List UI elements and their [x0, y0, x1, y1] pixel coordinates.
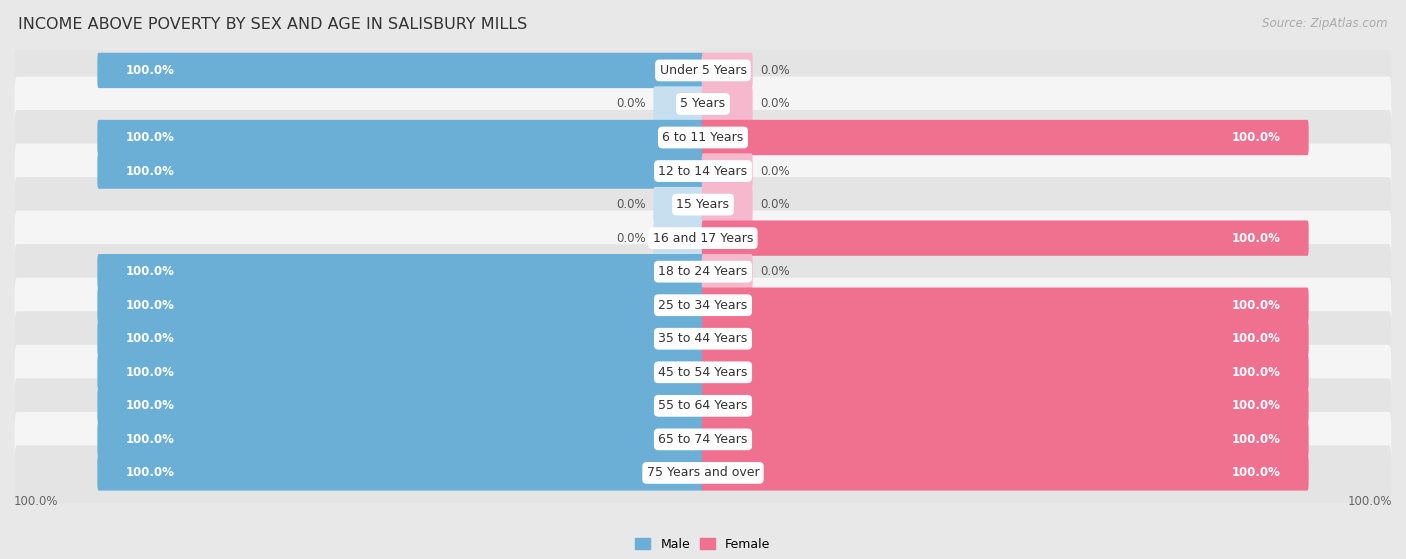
- Text: Source: ZipAtlas.com: Source: ZipAtlas.com: [1263, 17, 1388, 30]
- FancyBboxPatch shape: [14, 412, 1392, 470]
- FancyBboxPatch shape: [14, 211, 1392, 268]
- FancyBboxPatch shape: [702, 388, 1309, 424]
- Text: 55 to 64 Years: 55 to 64 Years: [658, 399, 748, 413]
- FancyBboxPatch shape: [97, 287, 704, 323]
- FancyBboxPatch shape: [702, 187, 752, 222]
- Text: 100.0%: 100.0%: [127, 466, 174, 480]
- FancyBboxPatch shape: [14, 244, 1392, 302]
- Text: 100.0%: 100.0%: [127, 131, 174, 144]
- Text: 100.0%: 100.0%: [127, 164, 174, 178]
- Text: 12 to 14 Years: 12 to 14 Years: [658, 164, 748, 178]
- Text: 6 to 11 Years: 6 to 11 Years: [662, 131, 744, 144]
- FancyBboxPatch shape: [702, 153, 752, 189]
- Text: 5 Years: 5 Years: [681, 97, 725, 111]
- FancyBboxPatch shape: [14, 278, 1392, 335]
- Text: 100.0%: 100.0%: [1232, 332, 1279, 345]
- FancyBboxPatch shape: [702, 120, 1309, 155]
- FancyBboxPatch shape: [97, 321, 704, 357]
- Text: 0.0%: 0.0%: [616, 97, 645, 111]
- Text: Under 5 Years: Under 5 Years: [659, 64, 747, 77]
- Text: 45 to 54 Years: 45 to 54 Years: [658, 366, 748, 379]
- FancyBboxPatch shape: [14, 144, 1392, 201]
- FancyBboxPatch shape: [702, 287, 1309, 323]
- FancyBboxPatch shape: [702, 53, 752, 88]
- Text: 65 to 74 Years: 65 to 74 Years: [658, 433, 748, 446]
- Text: 0.0%: 0.0%: [761, 198, 790, 211]
- Text: 35 to 44 Years: 35 to 44 Years: [658, 332, 748, 345]
- FancyBboxPatch shape: [14, 446, 1392, 503]
- FancyBboxPatch shape: [97, 455, 704, 491]
- Text: 100.0%: 100.0%: [1347, 495, 1392, 508]
- Text: 0.0%: 0.0%: [761, 97, 790, 111]
- FancyBboxPatch shape: [97, 254, 704, 290]
- Text: 100.0%: 100.0%: [1232, 299, 1279, 312]
- Text: 100.0%: 100.0%: [127, 366, 174, 379]
- FancyBboxPatch shape: [654, 86, 704, 122]
- FancyBboxPatch shape: [702, 321, 1309, 357]
- Text: 100.0%: 100.0%: [127, 265, 174, 278]
- FancyBboxPatch shape: [97, 53, 704, 88]
- Text: 75 Years and over: 75 Years and over: [647, 466, 759, 480]
- Text: 100.0%: 100.0%: [127, 64, 174, 77]
- Text: 100.0%: 100.0%: [1232, 131, 1279, 144]
- Text: INCOME ABOVE POVERTY BY SEX AND AGE IN SALISBURY MILLS: INCOME ABOVE POVERTY BY SEX AND AGE IN S…: [18, 17, 527, 32]
- FancyBboxPatch shape: [702, 254, 752, 290]
- Text: 100.0%: 100.0%: [14, 495, 59, 508]
- Text: 100.0%: 100.0%: [1232, 399, 1279, 413]
- FancyBboxPatch shape: [702, 421, 1309, 457]
- Legend: Male, Female: Male, Female: [630, 533, 776, 556]
- Text: 100.0%: 100.0%: [127, 299, 174, 312]
- Text: 15 Years: 15 Years: [676, 198, 730, 211]
- Text: 100.0%: 100.0%: [1232, 466, 1279, 480]
- Text: 100.0%: 100.0%: [127, 399, 174, 413]
- Text: 100.0%: 100.0%: [127, 332, 174, 345]
- FancyBboxPatch shape: [14, 378, 1392, 436]
- Text: 100.0%: 100.0%: [1232, 433, 1279, 446]
- Text: 16 and 17 Years: 16 and 17 Years: [652, 231, 754, 245]
- FancyBboxPatch shape: [14, 345, 1392, 402]
- Text: 25 to 34 Years: 25 to 34 Years: [658, 299, 748, 312]
- FancyBboxPatch shape: [14, 43, 1392, 101]
- FancyBboxPatch shape: [97, 354, 704, 390]
- FancyBboxPatch shape: [654, 187, 704, 222]
- Text: 0.0%: 0.0%: [616, 231, 645, 245]
- FancyBboxPatch shape: [702, 86, 752, 122]
- Text: 0.0%: 0.0%: [761, 265, 790, 278]
- Text: 18 to 24 Years: 18 to 24 Years: [658, 265, 748, 278]
- FancyBboxPatch shape: [702, 455, 1309, 491]
- Text: 100.0%: 100.0%: [127, 433, 174, 446]
- Text: 100.0%: 100.0%: [1232, 366, 1279, 379]
- Text: 0.0%: 0.0%: [616, 198, 645, 211]
- FancyBboxPatch shape: [97, 153, 704, 189]
- FancyBboxPatch shape: [14, 110, 1392, 168]
- FancyBboxPatch shape: [97, 421, 704, 457]
- FancyBboxPatch shape: [14, 177, 1392, 235]
- FancyBboxPatch shape: [14, 311, 1392, 369]
- FancyBboxPatch shape: [654, 220, 704, 256]
- FancyBboxPatch shape: [97, 388, 704, 424]
- FancyBboxPatch shape: [702, 354, 1309, 390]
- FancyBboxPatch shape: [702, 220, 1309, 256]
- Text: 100.0%: 100.0%: [1232, 231, 1279, 245]
- FancyBboxPatch shape: [14, 77, 1392, 134]
- Text: 0.0%: 0.0%: [761, 164, 790, 178]
- FancyBboxPatch shape: [97, 120, 704, 155]
- Text: 0.0%: 0.0%: [761, 64, 790, 77]
